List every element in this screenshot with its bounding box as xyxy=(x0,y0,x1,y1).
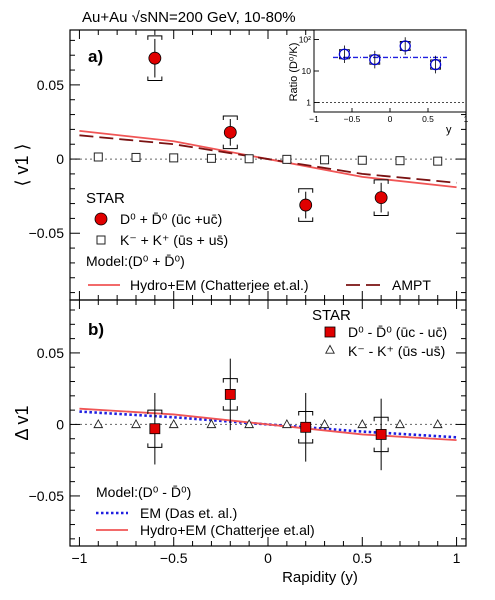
data-point xyxy=(320,155,330,165)
legend-model-title: Model:(D⁰ - D̄⁰) xyxy=(96,484,191,500)
data-point xyxy=(206,418,217,429)
sys-error-bracket xyxy=(222,378,238,383)
data-point xyxy=(131,418,141,429)
data-point xyxy=(244,418,255,429)
inset-x-tick-label: 1 xyxy=(464,114,469,124)
sys-error-bracket xyxy=(373,416,389,422)
figure-title: Au+Au √sNN=200 GeV, 10-80% xyxy=(82,9,296,26)
inset-data-point xyxy=(429,58,442,71)
x-tick-label: 0.5 xyxy=(353,550,373,566)
sys-error-bracket xyxy=(147,443,163,448)
inset-y-tick-label: 10² xyxy=(299,34,311,44)
x-tick-label: 1 xyxy=(453,550,461,566)
data-point xyxy=(300,421,312,433)
legend-label: AMPT xyxy=(392,277,431,293)
x-tick-label: 0 xyxy=(264,550,272,566)
y-axis-label: ⟨ v1 ⟩ xyxy=(12,143,32,186)
sys-error-bracket xyxy=(147,35,163,40)
panel-label: a) xyxy=(88,47,103,66)
inset-x-tick-label: 0.5 xyxy=(422,114,434,124)
legend-model-title: Model:(D⁰ + D̄⁰) xyxy=(86,253,185,269)
data-point xyxy=(282,154,292,164)
sys-error-bracket xyxy=(222,406,238,411)
sys-error-bracket xyxy=(298,217,314,222)
y-tick-label: −0.05 xyxy=(29,225,65,241)
inset-x-tick-label: −1 xyxy=(309,114,319,124)
data-point xyxy=(149,423,161,435)
legend-marker xyxy=(324,326,336,338)
data-point xyxy=(395,156,405,166)
data-point xyxy=(319,418,330,429)
legend-title: STAR xyxy=(312,307,351,324)
legend-marker xyxy=(94,212,108,226)
sys-error-bracket xyxy=(373,211,389,216)
y-tick-label: −0.05 xyxy=(29,488,65,504)
inset-y-tick-label: 1 xyxy=(306,98,311,108)
sys-error-bracket xyxy=(298,439,314,444)
legend-label: K⁻ + K⁺ (ūs + us̄) xyxy=(120,232,228,248)
data-point xyxy=(357,155,367,165)
y-tick-label: 0 xyxy=(56,416,64,432)
y-tick-label: 0.05 xyxy=(37,77,64,93)
sys-error-bracket xyxy=(373,179,389,184)
data-point xyxy=(223,125,237,139)
sys-error-bracket xyxy=(373,447,389,453)
panel-a: 0.05 0 −0.05 ⟨ v1 ⟩ a) STAR D⁰ + D̄⁰ (ūc +uc̄)… xyxy=(12,30,466,300)
y-axis-label: Δ v1 xyxy=(12,405,32,440)
panel-b: 0.05 0 −0.05 −1 −0.5 0 0.5 1 Rapidity (y) Δ v1 b) S… xyxy=(12,300,466,586)
x-axis-label: Rapidity (y) xyxy=(282,569,358,586)
y-tick-label: 0.05 xyxy=(37,345,64,361)
inset-data-point xyxy=(369,53,381,66)
legend-label: K⁻ - K⁺ (ūs -us̄) xyxy=(348,343,445,359)
sys-error-bracket xyxy=(222,144,238,150)
data-point xyxy=(432,418,443,429)
legend-marker xyxy=(325,344,335,354)
sys-error-bracket xyxy=(298,411,314,416)
legend-label: Hydro+EM (Chatterjee et.al.) xyxy=(130,277,309,293)
sys-error-bracket xyxy=(147,76,163,81)
x-tick-label: −1 xyxy=(71,550,87,566)
data-point xyxy=(299,198,313,212)
data-point xyxy=(395,418,405,429)
model-curve xyxy=(79,134,457,184)
y-tick-label: 0 xyxy=(56,151,64,167)
x-tick-label: −0.5 xyxy=(160,550,188,566)
sys-error-bracket xyxy=(222,115,238,121)
sys-error-bracket xyxy=(147,409,163,415)
data-point xyxy=(244,154,254,164)
legend-label: D⁰ + D̄⁰ (ūc +uc̄) xyxy=(120,211,222,227)
inset-x-tick-label: −0.5 xyxy=(344,114,361,124)
legend-label: D⁰ - D̄⁰ (ūc - uc̄) xyxy=(348,324,447,340)
data-point xyxy=(357,418,368,429)
data-point xyxy=(93,418,104,429)
legend-label: EM (Das et. al.) xyxy=(140,505,237,521)
inset-ratio-plot: −1 −0.5 0 0.5 1 1 10 10² y Ratio (D⁰/K) xyxy=(288,29,469,136)
data-point xyxy=(281,418,292,429)
data-point xyxy=(224,388,236,400)
inset-x-axis-label: y xyxy=(446,124,452,136)
data-point xyxy=(168,418,179,429)
panel-label: b) xyxy=(88,320,104,339)
inset-y-tick-label: 10 xyxy=(302,66,312,76)
inset-x-tick-label: 0 xyxy=(388,114,393,124)
data-point xyxy=(374,191,388,205)
inset-y-axis-label: Ratio (D⁰/K) xyxy=(288,43,300,102)
inset-data-point xyxy=(399,40,411,52)
data-point xyxy=(131,152,141,162)
data-point xyxy=(93,152,103,162)
data-point xyxy=(206,153,216,163)
model-curve xyxy=(79,407,457,442)
legend-marker xyxy=(96,235,106,245)
sys-error-bracket xyxy=(298,188,314,193)
inset-frame xyxy=(313,29,467,113)
model-curve xyxy=(79,410,457,439)
data-point xyxy=(433,156,443,166)
legend-label: Hydro+EM (Chatterjee et.al) xyxy=(140,522,315,538)
data-point xyxy=(148,51,162,65)
inset-data-point xyxy=(338,48,351,60)
data-point xyxy=(169,153,179,163)
legend-title: STAR xyxy=(86,190,125,207)
data-point xyxy=(375,429,387,440)
